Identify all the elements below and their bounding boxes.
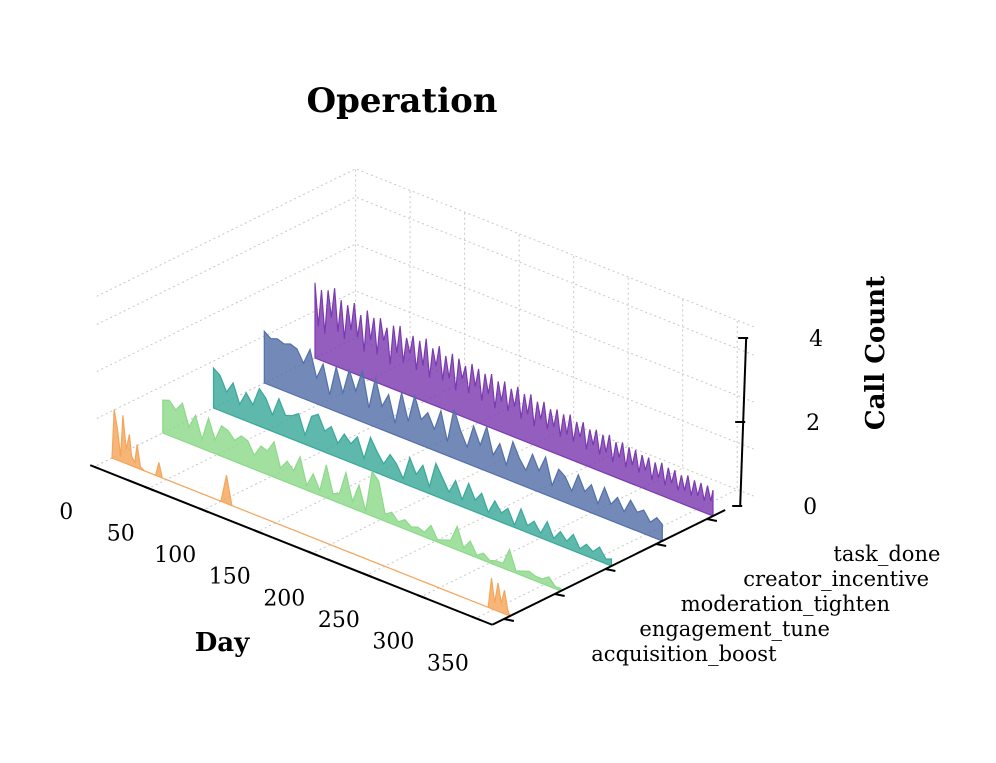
labels-layer: 0 50 100 150 200 250 300 350 acquisition_boosten… (59, 327, 940, 676)
category-label: task_done (833, 542, 940, 566)
x-tick-mark (144, 485, 155, 492)
x-tick-mark (89, 464, 100, 470)
series-area-engagement_tune (162, 399, 562, 592)
x-tick-mark (416, 594, 427, 600)
y-tick-mark (605, 568, 616, 572)
category-label: moderation_tighten (681, 592, 890, 616)
grid-line-x (314, 255, 575, 553)
x-tick-label: 200 (263, 586, 305, 611)
z-tick-label: 4 (809, 327, 823, 352)
category-label: engagement_tune (639, 617, 830, 641)
x-tick-mark (307, 550, 318, 557)
category-label: creator_incentive (743, 567, 929, 591)
series-area-creator_incentive (263, 329, 663, 542)
y-tick-mark (706, 518, 718, 522)
grid-line-z (96, 243, 754, 403)
z-tick-label: 2 (806, 411, 820, 436)
x-tick-label: 100 (154, 543, 196, 568)
x-tick-mark (253, 529, 264, 535)
category-label: acquisition_boost (591, 642, 777, 666)
series-area-task_done (314, 282, 714, 517)
y-tick-mark (655, 543, 667, 547)
x-tick-mark (362, 572, 373, 578)
x-tick-label: 250 (318, 608, 360, 633)
x-tick-label: 0 (59, 500, 73, 525)
x-tick-label: 50 (107, 521, 135, 546)
z-axis-title: Call Count (861, 276, 891, 430)
grid-border (96, 168, 754, 328)
series-layer (111, 282, 714, 618)
z-tick-label: 0 (803, 495, 817, 520)
x-tick-label: 300 (372, 630, 414, 655)
x-tick-mark (471, 615, 482, 622)
x-tick-label: 350 (427, 651, 469, 676)
y-tick-mark (503, 618, 515, 622)
series-area-acquisition_boost (111, 409, 512, 618)
x-tick-mark (198, 507, 209, 513)
grid-line-z (96, 196, 754, 356)
x-axis-title: Day (195, 628, 250, 658)
y-tick-mark (554, 593, 565, 597)
chart-title: Operation (307, 81, 498, 121)
grid-line-x (205, 212, 466, 510)
grid-line-z (96, 290, 754, 450)
grid-line-x (478, 320, 738, 618)
series-area-moderation_tighten (212, 366, 613, 567)
y-axis-line (491, 509, 726, 626)
axes-layer (89, 337, 749, 626)
x-tick-label: 150 (209, 565, 251, 590)
